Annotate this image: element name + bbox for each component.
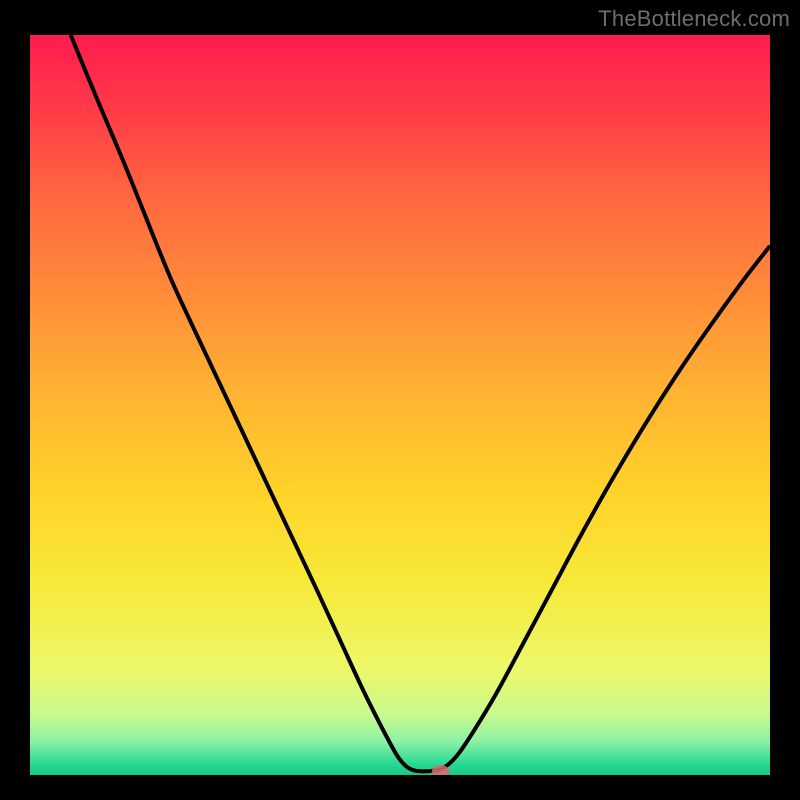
optimal-marker [432,765,450,779]
bottleneck-chart [0,0,800,800]
chart-frame: { "watermark": { "text": "TheBottleneck.… [0,0,800,800]
watermark-text: TheBottleneck.com [598,6,790,32]
